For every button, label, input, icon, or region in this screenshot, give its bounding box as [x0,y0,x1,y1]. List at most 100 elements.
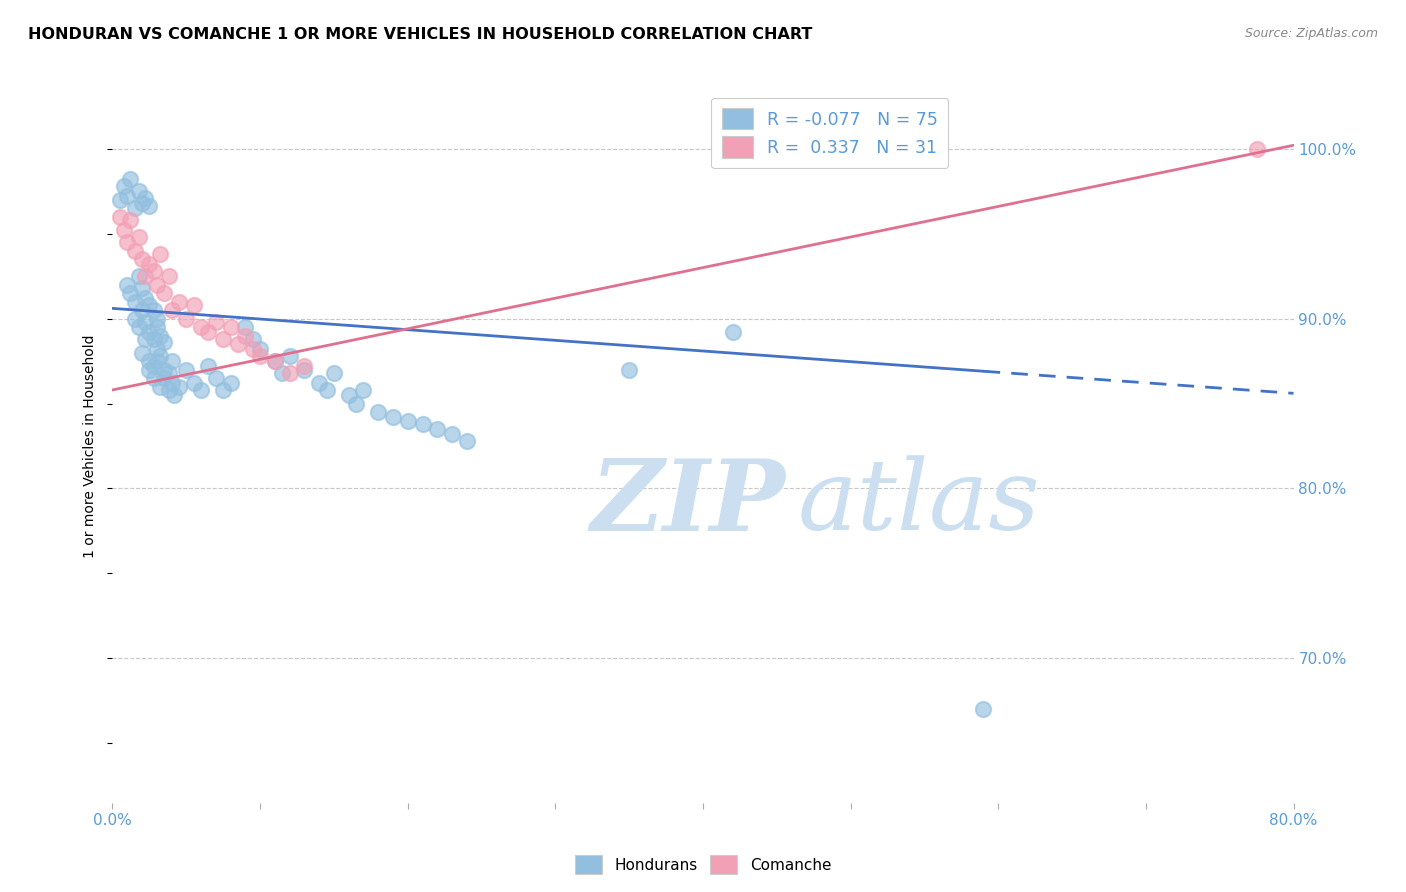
Point [456,434,478,448]
Point [292,362,315,376]
Point [174,311,197,326]
Point [308,376,330,391]
Point [205,371,228,385]
Point [619,362,641,376]
Point [108,193,131,207]
Point [146,320,169,334]
Point [142,371,165,385]
Point [157,366,180,380]
Point [142,332,165,346]
Point [117,277,138,292]
Point [278,349,301,363]
Point [441,427,464,442]
Point [197,359,219,373]
Point [153,371,176,385]
Point [124,201,146,215]
Point [142,359,165,373]
Point [120,172,142,186]
Point [128,184,150,198]
Point [124,294,146,309]
Point [124,311,146,326]
Point [134,315,156,329]
Point [183,298,205,312]
Point [190,383,212,397]
Point [131,281,153,295]
Point [131,303,153,318]
Point [134,291,156,305]
Point [112,223,135,237]
Point [233,328,256,343]
Point [337,388,360,402]
Point [138,325,160,339]
Point [112,179,135,194]
Point [153,286,176,301]
Point [142,303,165,318]
Text: HONDURAN VS COMANCHE 1 OR MORE VEHICLES IN HOUSEHOLD CORRELATION CHART: HONDURAN VS COMANCHE 1 OR MORE VEHICLES … [28,27,813,42]
Point [108,210,131,224]
Point [128,320,150,334]
Text: Source: ZipAtlas.com: Source: ZipAtlas.com [1244,27,1378,40]
Point [146,311,169,326]
Point [149,349,172,363]
Point [128,269,150,284]
Point [131,252,153,266]
Point [344,396,367,410]
Point [167,294,190,309]
Point [134,269,156,284]
Point [138,354,160,368]
Point [396,413,419,427]
Point [146,277,169,292]
Point [367,405,389,419]
Point [205,315,228,329]
Point [138,362,160,376]
Text: atlas: atlas [797,456,1040,550]
Point [226,337,249,351]
Point [352,383,374,397]
Point [163,388,186,402]
Text: ZIP: ZIP [591,455,786,551]
Point [167,379,190,393]
Point [1246,142,1268,156]
Point [120,213,142,227]
Point [146,342,169,356]
Point [233,320,256,334]
Point [249,342,271,356]
Point [264,354,287,368]
Point [128,230,150,244]
Point [124,244,146,258]
Point [212,383,235,397]
Point [190,320,212,334]
Point [149,379,172,393]
Point [120,286,142,301]
Point [197,325,219,339]
Point [146,354,169,368]
Point [249,349,271,363]
Point [153,335,176,350]
Point [138,257,160,271]
Point [138,199,160,213]
Point [212,332,235,346]
Point [174,362,197,376]
Point [153,362,176,376]
Point [426,422,449,436]
Point [278,366,301,380]
Point [721,325,744,339]
Point [160,376,183,391]
Point [117,189,138,203]
Point [142,264,165,278]
Point [160,354,183,368]
Point [219,320,242,334]
Point [117,235,138,249]
Point [292,359,315,373]
Point [138,298,160,312]
Y-axis label: 1 or more Vehicles in Household: 1 or more Vehicles in Household [83,334,97,558]
Point [411,417,433,431]
Point [134,191,156,205]
Point [134,332,156,346]
Point [131,196,153,211]
Point [149,328,172,343]
Point [242,332,264,346]
Legend: Hondurans, Comanche: Hondurans, Comanche [568,849,838,880]
Point [131,345,153,359]
Point [157,383,180,397]
